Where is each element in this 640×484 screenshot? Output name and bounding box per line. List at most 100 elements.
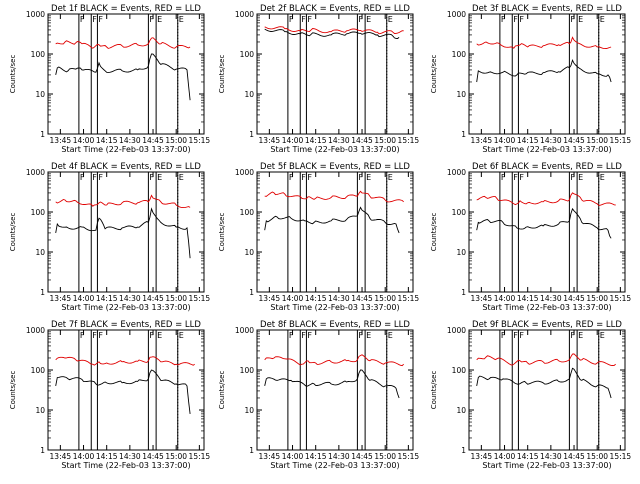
y-axis-label: Counts/sec bbox=[430, 55, 438, 94]
marker-label-E: E bbox=[366, 15, 371, 24]
y-tick-label: 1000 bbox=[447, 168, 466, 177]
x-tick-label: 14:30 bbox=[540, 452, 562, 461]
y-tick-label: 10 bbox=[456, 406, 466, 415]
x-axis-label: Start Time (22-Feb-03 13:37:00) bbox=[270, 145, 399, 154]
marker-label-F: F bbox=[501, 331, 506, 340]
x-tick-label: 15:15 bbox=[398, 294, 420, 303]
marker-label-E: E bbox=[388, 173, 393, 182]
x-tick-label: 13:45 bbox=[471, 136, 493, 145]
x-axis-label: Start Time (22-Feb-03 13:37:00) bbox=[61, 145, 190, 154]
x-tick-label: 14:00 bbox=[73, 136, 95, 145]
marker-label-F: F bbox=[289, 15, 294, 24]
marker-label-F: F bbox=[289, 331, 294, 340]
x-tick-label: 14:45 bbox=[563, 452, 585, 461]
y-tick-label: 1 bbox=[249, 130, 254, 139]
x-tick-label: 13:45 bbox=[50, 136, 72, 145]
y-tick-label: 100 bbox=[31, 208, 46, 217]
x-tick-label: 14:30 bbox=[540, 294, 562, 303]
y-tick-label: 1000 bbox=[235, 326, 254, 335]
x-tick-label: 15:00 bbox=[165, 136, 187, 145]
plot-frame bbox=[468, 13, 626, 135]
y-tick-label: 1 bbox=[461, 130, 466, 139]
y-tick-label: 100 bbox=[31, 50, 46, 59]
x-tick-label: 14:00 bbox=[494, 452, 516, 461]
x-tick-label: 15:15 bbox=[610, 294, 632, 303]
y-tick-label: 100 bbox=[452, 208, 467, 217]
black-series-line bbox=[264, 369, 400, 399]
detector-panel-1: Det 1f BLACK = Events, RED = LLD Counts/s… bbox=[9, 4, 210, 154]
x-tick-label: 14:15 bbox=[305, 294, 327, 303]
y-tick-label: 1000 bbox=[235, 10, 254, 19]
black-series-line bbox=[264, 206, 400, 234]
y-tick-label: 10 bbox=[35, 90, 45, 99]
x-tick-label: 14:45 bbox=[351, 452, 373, 461]
x-tick-label: 13:45 bbox=[259, 452, 281, 461]
marker-label-E: E bbox=[157, 331, 162, 340]
x-tick-label: 15:15 bbox=[398, 136, 420, 145]
x-tick-label: 14:00 bbox=[73, 294, 95, 303]
marker-label-E: E bbox=[366, 173, 371, 182]
marker-label-E: E bbox=[179, 15, 184, 24]
x-tick-label: 15:15 bbox=[189, 136, 211, 145]
detector-panel-2: Det 2f BLACK = Events, RED = LLD Counts/s… bbox=[218, 4, 419, 154]
y-axis-label: Counts/sec bbox=[9, 213, 17, 252]
red-series-line bbox=[55, 37, 191, 49]
x-tick-label: 14:15 bbox=[517, 294, 539, 303]
marker-label-F: F bbox=[513, 15, 518, 24]
marker-label-E: E bbox=[578, 173, 583, 182]
plot-frame bbox=[47, 13, 205, 135]
x-tick-label: 14:45 bbox=[142, 452, 164, 461]
marker-label-E: E bbox=[179, 331, 184, 340]
marker-label-F: F bbox=[358, 15, 363, 24]
marker-label-F: F bbox=[98, 15, 103, 24]
x-tick-label: 15:00 bbox=[165, 452, 187, 461]
detector-panel-3: Det 3f BLACK = Events, RED = LLD Counts/s… bbox=[430, 4, 631, 154]
marker-label-F: F bbox=[149, 15, 154, 24]
black-series-line bbox=[476, 367, 612, 399]
x-tick-label: 14:15 bbox=[96, 136, 118, 145]
x-tick-label: 13:45 bbox=[471, 452, 493, 461]
y-tick-label: 1 bbox=[249, 288, 254, 297]
black-series-line bbox=[55, 53, 191, 101]
y-tick-label: 100 bbox=[240, 208, 255, 217]
marker-label-E: E bbox=[600, 173, 605, 182]
x-tick-label: 14:15 bbox=[96, 452, 118, 461]
x-tick-label: 15:00 bbox=[586, 294, 608, 303]
x-tick-label: 14:30 bbox=[119, 452, 141, 461]
x-tick-label: 13:45 bbox=[259, 136, 281, 145]
plot-frame bbox=[256, 171, 414, 293]
marker-label-F: F bbox=[301, 15, 306, 24]
x-tick-label: 14:45 bbox=[142, 294, 164, 303]
marker-label-F: F bbox=[358, 331, 363, 340]
marker-label-E: E bbox=[179, 173, 184, 182]
y-tick-label: 10 bbox=[456, 248, 466, 257]
panel-title: Det 1f BLACK = Events, RED = LLD bbox=[51, 4, 201, 14]
black-series-line bbox=[476, 58, 612, 83]
detector-panel-7: Det 7f BLACK = Events, RED = LLD Counts/s… bbox=[9, 320, 210, 470]
y-tick-label: 1000 bbox=[447, 326, 466, 335]
black-series-line bbox=[55, 207, 191, 259]
plot-frame bbox=[468, 329, 626, 451]
x-tick-label: 13:45 bbox=[50, 294, 72, 303]
x-axis-label: Start Time (22-Feb-03 13:37:00) bbox=[482, 461, 611, 470]
x-tick-label: 14:45 bbox=[351, 136, 373, 145]
x-tick-label: 15:00 bbox=[586, 452, 608, 461]
x-tick-label: 14:00 bbox=[494, 136, 516, 145]
marker-label-F: F bbox=[92, 15, 97, 24]
x-tick-label: 14:15 bbox=[305, 452, 327, 461]
marker-label-F: F bbox=[149, 173, 154, 182]
plot-frame bbox=[47, 329, 205, 451]
plot-frame bbox=[47, 171, 205, 293]
red-series-line bbox=[264, 26, 404, 35]
y-axis-label: Counts/sec bbox=[9, 55, 17, 94]
y-axis-label: Counts/sec bbox=[430, 371, 438, 410]
detector-panel-5: Det 5f BLACK = Events, RED = LLD Counts/s… bbox=[218, 162, 419, 312]
marker-label-F: F bbox=[149, 331, 154, 340]
black-series-line bbox=[264, 28, 400, 39]
x-tick-label: 14:45 bbox=[563, 136, 585, 145]
x-tick-label: 14:15 bbox=[517, 136, 539, 145]
marker-label-F: F bbox=[80, 331, 85, 340]
y-tick-label: 10 bbox=[35, 406, 45, 415]
plot-frame bbox=[468, 171, 626, 293]
panel-title: Det 3f BLACK = Events, RED = LLD bbox=[472, 4, 622, 14]
